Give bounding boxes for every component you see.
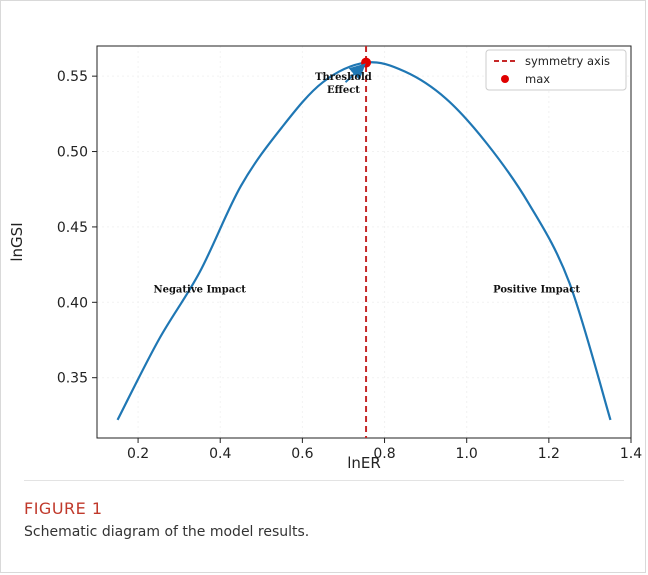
legend-max-label: max <box>525 72 550 86</box>
figure-caption-text: Schematic diagram of the model results. <box>24 524 310 540</box>
plot-frame <box>96 45 632 439</box>
legend-max-swatch <box>501 75 509 83</box>
annotations: Threshold Effect Negative Impact Positive I… <box>153 63 580 296</box>
x-tick-label: 0.8 <box>373 446 395 462</box>
y-tick-label: 0.55 <box>57 69 88 85</box>
y-tick-label: 0.35 <box>57 371 88 387</box>
annotation-label: Threshold <box>315 72 372 83</box>
x-tick-label: 0.4 <box>209 446 231 462</box>
x-tick-label: 1.2 <box>538 446 560 462</box>
series <box>116 46 612 438</box>
annotation-label: Effect <box>327 85 360 96</box>
chart: 0.2 0.4 0.6 0.8 1.0 1.2 1.4 0.350.400.450.500.… <box>8 45 642 472</box>
x-tick-label: 0.6 <box>291 446 313 462</box>
x-axis: 0.2 0.4 0.6 0.8 1.0 1.2 1.4 <box>127 438 642 462</box>
y-tick-label: 0.40 <box>57 295 88 311</box>
y-tick-label: 0.45 <box>57 220 88 236</box>
annotation-label: Negative Impact <box>153 285 246 296</box>
curve-line <box>116 61 612 421</box>
x-tick-label: 0.2 <box>127 446 149 462</box>
x-tick-label: 1.0 <box>456 446 478 462</box>
y-tick-label: 0.50 <box>57 145 88 161</box>
figure-caption: FIGURE 1 Schematic diagram of the model … <box>24 480 624 540</box>
annotation-label: Positive Impact <box>493 285 580 296</box>
legend-symmetry-axis-label: symmetry axis <box>525 54 610 68</box>
legend: symmetry axis max <box>485 49 627 91</box>
y-axis-label: lnGSI <box>8 222 26 261</box>
threshold-arrow <box>344 63 366 83</box>
x-tick-label: 1.4 <box>620 446 642 462</box>
x-axis-label: lnER <box>347 454 381 472</box>
legend-box <box>485 49 627 91</box>
y-axis: 0.35 0.40 0.45 0.50 0.55 <box>57 69 97 387</box>
figure-label: FIGURE 1 <box>24 499 103 518</box>
